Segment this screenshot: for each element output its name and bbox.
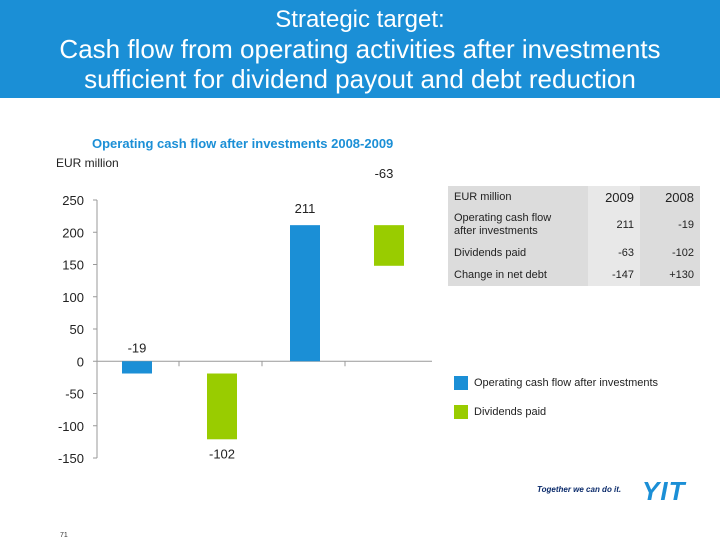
table-header-row: EUR million 2009 2008 [448,186,700,208]
legend-label: Operating cash flow after investments [474,376,659,389]
data-labels: -19 -102 211 -63 [128,166,394,461]
row-label-line: after investments [454,225,538,237]
y-tick-label: 0 [77,354,84,369]
y-tick-label: -150 [58,451,84,466]
legend-swatch [454,405,468,419]
table-cell: +130 [669,269,694,281]
y-tick-label: 150 [62,258,84,273]
bar [290,225,320,362]
table-cell: -147 [588,264,640,286]
table-cell: -102 [671,247,694,259]
table-row: Operating cash flow after investments 21… [448,208,700,242]
title-banner: Strategic target: Cash flow from operati… [0,0,720,98]
y-tick-label: -100 [58,419,84,434]
table-row: Change in net debt -147 +130 [448,264,700,286]
bar [122,361,152,374]
page-number: 71 [60,532,68,539]
bar-data-label: 211 [295,201,316,216]
y-tick-label: -50 [65,387,84,402]
y-tick-label: 200 [62,225,84,240]
legend-item-dividends: Dividends paid [454,405,546,419]
table-cell-label: Operating cash flow after investments [448,208,588,242]
y-axis: 250 200 150 100 50 0 -50 -100 -150 [58,193,432,466]
row-label-line: Operating cash flow [454,212,552,224]
yit-logo: YIT [642,476,686,506]
title-line-2: Cash flow from operating activities afte… [59,34,661,64]
table-cell-label: Dividends paid [454,247,527,259]
bar [374,225,404,266]
table-cell-label: Change in net debt [454,269,547,281]
table-header-cell: 2009 [588,186,640,208]
legend-label: Dividends paid [474,405,547,418]
bar [207,373,237,440]
bar-data-label: -63 [375,166,394,181]
y-tick-label: 50 [70,322,84,337]
data-table: EUR million 2009 2008 Operating cash flo… [448,186,700,286]
y-tick-label: 100 [62,290,84,305]
chart-unit-label: EUR million [56,156,119,170]
bar-data-label: -102 [209,446,235,461]
y-tick-label: 250 [62,193,84,208]
table-cell: -63 [588,242,640,264]
bars [122,225,404,440]
table-cell: -19 [678,219,694,231]
bar-data-label: -19 [128,340,147,355]
title-line-1: Strategic target: [275,6,445,33]
table-header-cell: EUR million [454,191,512,203]
legend-swatch [454,376,468,390]
company-slogan: Together we can do it. [537,485,622,494]
table-row: Dividends paid -63 -102 [448,242,700,264]
chart-subtitle: Operating cash flow after investments 20… [92,136,394,151]
table-cell: 211 [588,208,640,242]
legend-item-operating: Operating cash flow after investments [454,376,658,390]
table-header-cell: 2008 [665,189,694,205]
title-line-3: sufficient for dividend payout and debt … [84,64,636,94]
